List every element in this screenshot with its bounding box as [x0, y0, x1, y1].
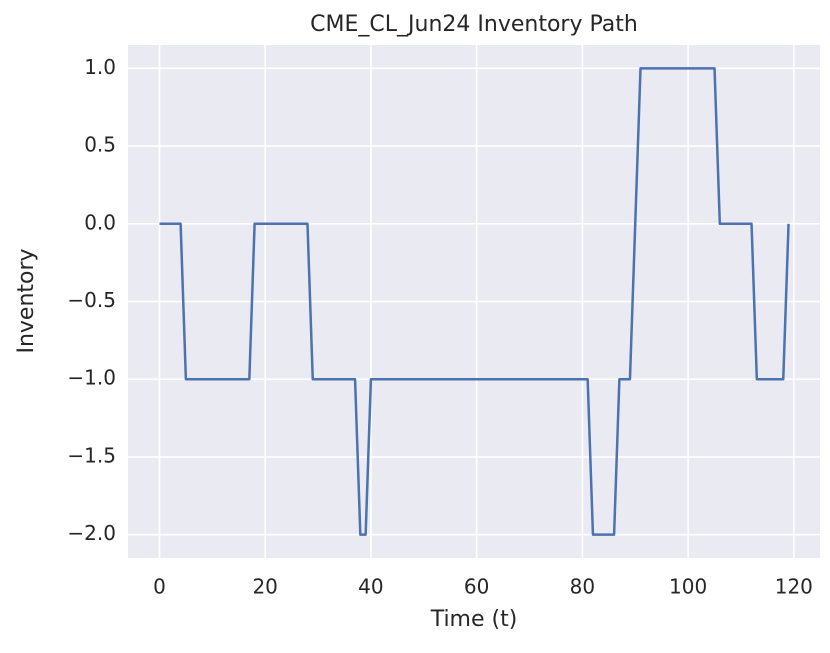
y-tick-label: 1.0	[84, 55, 116, 79]
x-tick-label: 20	[252, 575, 277, 599]
y-tick-label: −1.5	[67, 443, 116, 467]
y-tick-label: 0.5	[84, 133, 116, 157]
x-axis-label: Time (t)	[430, 607, 518, 632]
x-tick-label: 80	[570, 575, 595, 599]
x-tick-label: 60	[464, 575, 489, 599]
y-axis-label: Inventory	[14, 248, 39, 353]
x-tick-label: 100	[669, 575, 707, 599]
x-tick-label: 0	[153, 575, 166, 599]
x-tick-label: 120	[775, 575, 813, 599]
chart-title: CME_CL_Jun24 Inventory Path	[310, 12, 638, 37]
line	[159, 67, 790, 536]
y-tick-label: −1.0	[67, 366, 116, 390]
x-tick-label: 40	[358, 575, 383, 599]
y-tick-label: 0.0	[84, 210, 116, 234]
y-tick-label: −2.0	[67, 521, 116, 545]
y-tick-label: −0.5	[67, 288, 116, 312]
